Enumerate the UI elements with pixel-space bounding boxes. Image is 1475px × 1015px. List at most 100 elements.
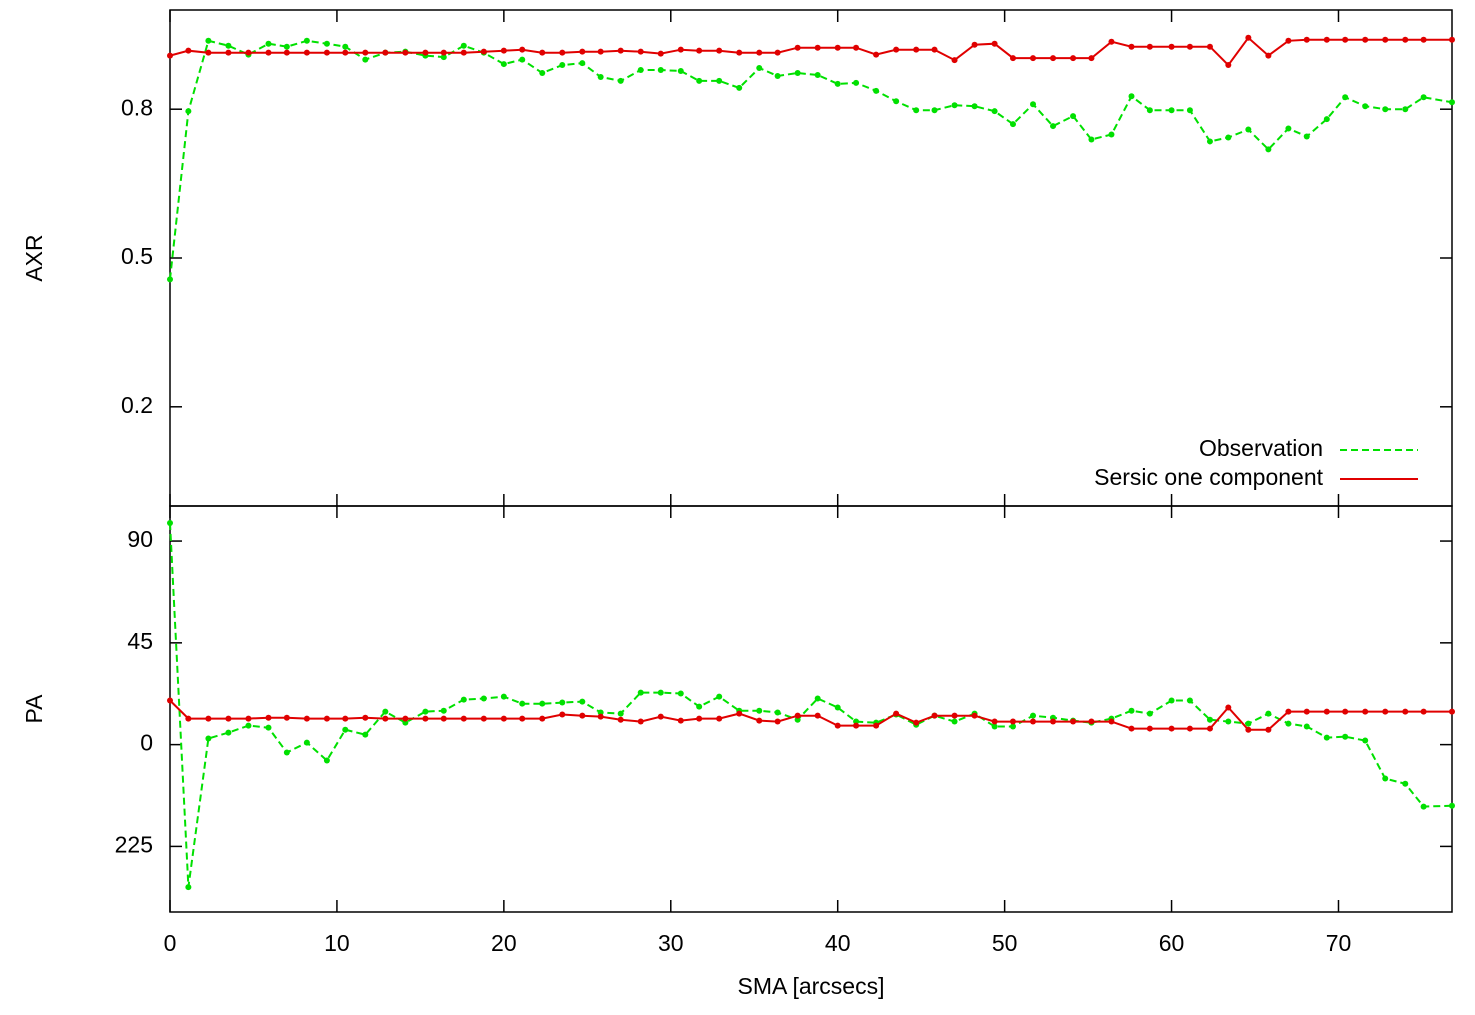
data-point: [1128, 707, 1135, 714]
data-point: [834, 704, 841, 711]
data-point: [323, 40, 330, 47]
series-line: [169, 699, 1452, 731]
data-point: [539, 49, 546, 56]
data-point: [696, 47, 703, 54]
data-point: [756, 49, 763, 56]
data-point: [402, 715, 409, 722]
data-point: [519, 46, 526, 53]
series-line: [169, 36, 1452, 67]
data-point: [1070, 113, 1077, 120]
data-point: [1342, 708, 1349, 715]
data-point: [185, 47, 192, 54]
data-point: [382, 49, 389, 56]
data-point: [696, 715, 703, 722]
data-point: [1030, 101, 1037, 108]
data-point: [283, 714, 290, 721]
data-point: [323, 757, 330, 764]
data-point: [931, 46, 938, 53]
data-point: [185, 108, 192, 115]
data-point: [440, 707, 447, 714]
data-point: [519, 56, 526, 63]
data-point: [657, 713, 664, 720]
data-point: [265, 40, 272, 47]
data-point: [1030, 718, 1037, 725]
data-point: [579, 48, 586, 55]
data-point: [323, 49, 330, 56]
data-point: [559, 62, 566, 69]
data-point: [1382, 106, 1389, 113]
data-point: [1108, 718, 1115, 725]
data-point: [971, 712, 978, 719]
data-point: [500, 715, 507, 722]
data-point: [1402, 780, 1409, 787]
data-point: [657, 67, 664, 74]
data-point: [1449, 802, 1455, 809]
data-point: [1402, 708, 1409, 715]
data-point: [834, 44, 841, 51]
y-tick-label: 90: [127, 526, 153, 552]
data-point: [991, 40, 998, 47]
y-tick-label: 0: [140, 730, 153, 756]
data-point: [1225, 718, 1232, 725]
y-tick-label: 0.8: [121, 94, 153, 120]
data-point: [736, 84, 743, 91]
data-point: [422, 708, 429, 715]
data-point: [834, 80, 841, 87]
data-point: [1362, 103, 1369, 110]
data-point: [716, 693, 723, 700]
data-point: [1449, 708, 1455, 715]
data-point: [931, 107, 938, 114]
data-point: [617, 710, 624, 717]
data-point: [794, 69, 801, 76]
data-point: [1245, 34, 1252, 41]
data-point: [1070, 55, 1077, 62]
data-point: [677, 68, 684, 75]
data-point: [539, 700, 546, 707]
y-axis-label: AXR: [21, 234, 47, 281]
data-point: [1245, 126, 1252, 133]
data-point: [756, 707, 763, 714]
data-point: [1303, 723, 1310, 730]
x-axis-label: SMA [arcsecs]: [738, 973, 885, 999]
data-point: [460, 42, 467, 49]
data-point: [1342, 733, 1349, 740]
data-point: [794, 712, 801, 719]
data-point: [1323, 116, 1330, 123]
data-point: [1050, 123, 1057, 130]
data-point: [265, 724, 272, 731]
data-point: [1265, 710, 1272, 717]
data-point: [637, 689, 644, 696]
data-point: [1265, 146, 1272, 153]
data-point: [1382, 708, 1389, 715]
data-point: [696, 77, 703, 84]
data-point: [716, 77, 723, 84]
x-tick-label: 50: [992, 930, 1018, 956]
data-point: [814, 695, 821, 702]
data-point: [774, 718, 781, 725]
data-point: [402, 49, 409, 56]
data-point: [167, 276, 173, 283]
data-point: [1168, 697, 1175, 704]
data-point: [265, 714, 272, 721]
data-point: [1420, 708, 1427, 715]
x-tick-label: 10: [324, 930, 350, 956]
data-point: [1108, 38, 1115, 45]
data-point: [1050, 718, 1057, 725]
data-point: [1146, 710, 1153, 717]
data-point: [893, 98, 900, 105]
data-point: [657, 689, 664, 696]
data-point: [1128, 725, 1135, 732]
data-point: [480, 715, 487, 722]
x-tick-label: 20: [491, 930, 517, 956]
data-point: [167, 697, 173, 704]
data-point: [460, 49, 467, 56]
data-point: [303, 49, 310, 56]
data-point: [971, 103, 978, 110]
data-point: [460, 715, 467, 722]
data-point: [440, 49, 447, 56]
data-point: [637, 718, 644, 725]
y-tick-label: 45: [127, 628, 153, 654]
data-point: [1009, 55, 1016, 62]
data-point: [303, 715, 310, 722]
data-point: [519, 700, 526, 707]
